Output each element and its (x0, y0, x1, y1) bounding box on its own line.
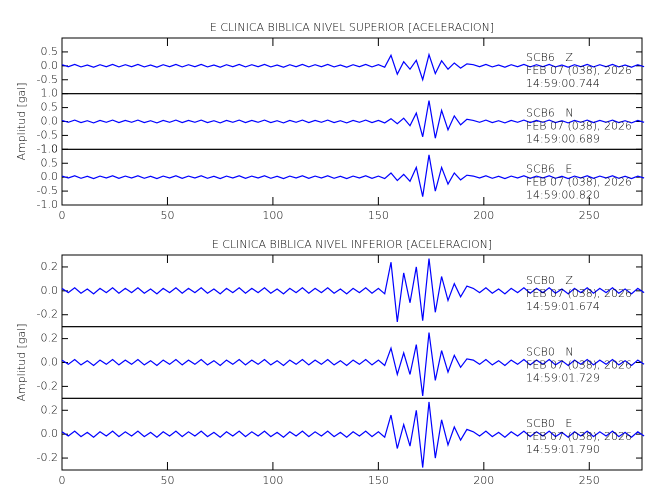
y-tick-label: 0.2 (41, 332, 59, 345)
x-tick-label: 100 (262, 209, 283, 222)
y-tick-label: 0.0 (41, 356, 59, 369)
y-tick-label: -1.0 (37, 198, 58, 211)
x-tick-label: 0 (59, 209, 66, 222)
date-label: FEB 07 (038), 2026 (526, 430, 632, 443)
date-label: FEB 07 (038), 2026 (526, 287, 632, 300)
y-axis-label: Amplitud [gal] (15, 82, 28, 160)
trace (61, 52, 645, 82)
y-tick-label: -0.5 (37, 128, 58, 141)
time-label: 14:59:01.729 (526, 371, 600, 384)
chart-title: E CLINICA BIBLICA NIVEL INFERIOR [ACELER… (212, 238, 492, 251)
time-label: 14:59:00.820 (526, 188, 600, 201)
x-tick-label: 50 (160, 474, 174, 487)
x-tick-label: 150 (368, 209, 389, 222)
time-label: 14:59:01.674 (526, 300, 600, 313)
station-label: SCB6 E (526, 162, 572, 175)
x-tick-label: 250 (579, 474, 600, 487)
y-tick-label: -0.2 (37, 308, 58, 321)
y-tick-label: 0.0 (41, 284, 59, 297)
y-tick-label: 0.5 (41, 101, 59, 114)
time-label: 14:59:01.790 (526, 443, 600, 456)
y-tick-label: -0.2 (37, 379, 58, 392)
trace (61, 332, 645, 396)
station-label: SCB6 N (526, 107, 574, 120)
y-tick-label: 0.5 (41, 156, 59, 169)
date-label: FEB 07 (038), 2026 (526, 120, 632, 133)
x-tick-label: 0 (59, 474, 66, 487)
y-tick-label: 0.0 (41, 59, 59, 72)
x-tick-label: 100 (262, 474, 283, 487)
y-tick-label: 1.0 (41, 142, 59, 155)
station-label: SCB6 Z (526, 51, 573, 64)
trace (61, 100, 645, 139)
y-tick-label: 0.5 (41, 45, 59, 58)
trace (61, 258, 645, 322)
station-label: SCB0 N (526, 345, 574, 358)
y-tick-label: 0.0 (41, 427, 59, 440)
y-tick-label: 0.0 (41, 170, 59, 183)
trace (61, 401, 645, 468)
date-label: FEB 07 (038), 2026 (526, 64, 632, 77)
station-label: SCB0 Z (526, 274, 573, 287)
date-label: FEB 07 (038), 2026 (526, 175, 632, 188)
time-label: 14:59:00.689 (526, 133, 600, 146)
y-axis-label: Amplitud [gal] (15, 323, 28, 401)
date-label: FEB 07 (038), 2026 (526, 358, 632, 371)
time-label: 14:59:00.744 (526, 77, 600, 90)
y-tick-label: -0.5 (37, 184, 58, 197)
y-tick-label: -0.2 (37, 451, 58, 464)
x-tick-label: 200 (473, 209, 494, 222)
y-tick-label: -1.0 (37, 142, 58, 155)
trace (61, 154, 645, 197)
x-tick-label: 250 (579, 209, 600, 222)
y-tick-label: 0.2 (41, 403, 59, 416)
station-label: SCB0 E (526, 417, 572, 430)
chart-title: E CLINICA BIBLICA NIVEL SUPERIOR [ACELER… (210, 21, 494, 34)
y-tick-label: 0.0 (41, 115, 59, 128)
x-tick-label: 150 (368, 474, 389, 487)
y-tick-label: 0.2 (41, 260, 59, 273)
y-tick-label: -0.5 (37, 73, 58, 86)
x-tick-label: 200 (473, 474, 494, 487)
y-tick-label: 1.0 (41, 87, 59, 100)
x-tick-label: 50 (160, 209, 174, 222)
